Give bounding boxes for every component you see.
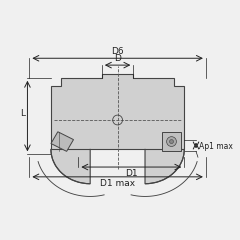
Text: L: L bbox=[20, 109, 25, 118]
Text: D: D bbox=[114, 54, 121, 63]
Circle shape bbox=[167, 137, 176, 146]
Polygon shape bbox=[162, 132, 181, 151]
Polygon shape bbox=[51, 150, 90, 184]
Circle shape bbox=[169, 140, 174, 144]
Text: D6: D6 bbox=[111, 47, 124, 56]
Text: D1: D1 bbox=[125, 169, 138, 178]
Text: D1 max: D1 max bbox=[100, 179, 135, 188]
Text: Ap1 max: Ap1 max bbox=[199, 142, 233, 151]
Polygon shape bbox=[51, 74, 184, 150]
Polygon shape bbox=[51, 132, 73, 151]
Polygon shape bbox=[145, 150, 184, 184]
